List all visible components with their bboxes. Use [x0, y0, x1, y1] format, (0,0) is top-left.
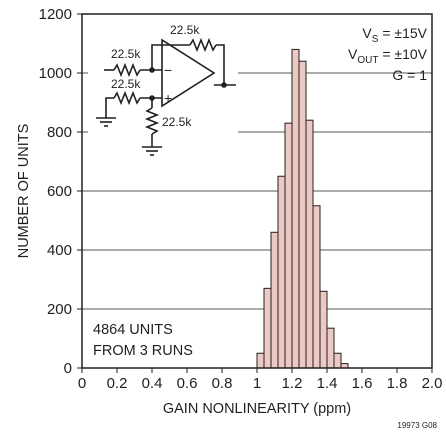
histogram-bar-9: [319, 290, 328, 369]
histogram-bar-7: [305, 119, 314, 369]
y-tick-label: 600: [47, 183, 72, 200]
x-tick-labels: 0 0.2 0.4 0.6 0.8 1 1.2 1.4 1.6 1.8 2.0: [78, 368, 443, 392]
y-tick-label: 200: [47, 301, 72, 318]
histogram-bar-0: [256, 352, 265, 369]
x-tick-label: 0.4: [142, 375, 163, 392]
circuit-schematic: [88, 20, 238, 160]
x-tick-label: 0: [78, 375, 86, 392]
ground-symbol-left: [96, 117, 116, 127]
histogram-bar-4: [284, 122, 293, 369]
x-tick-label: 1.2: [282, 375, 303, 392]
ground-resistor: [144, 107, 160, 135]
y-axis-label: NUMBER OF UNITS: [16, 124, 32, 259]
inverting-resistor-label: 22.5k: [111, 47, 141, 61]
x-tick-label: 1.6: [352, 375, 373, 392]
x-tick-label: 0.2: [107, 375, 128, 392]
y-tick-label: 1200: [39, 6, 72, 23]
feedback-resistor-label: 22.5k: [170, 23, 200, 37]
input-resistor-noninverting: [113, 90, 141, 106]
x-tick-label: 0.8: [212, 375, 233, 392]
ground-resistor-label: 22.5k: [162, 115, 192, 129]
x-axis-label: GAIN NONLINEARITY (ppm): [163, 401, 351, 417]
histogram-bars: [256, 48, 349, 369]
gain-condition: G = 1: [392, 67, 427, 83]
unit-count-annotation: 4864 UNITS FROM 3 RUNS: [93, 322, 193, 359]
vs-condition: VS = ±15V: [362, 25, 427, 45]
test-conditions: VS = ±15V VOUT = ±10V G = 1: [348, 25, 428, 83]
schematic-labels: 22.5k 22.5k 22.5k 22.5k − +: [111, 23, 200, 129]
histogram-bar-6: [298, 60, 307, 369]
histogram-bar-5: [291, 48, 300, 369]
noninverting-resistor-label: 22.5k: [111, 77, 141, 91]
y-tick-label: 0: [64, 360, 72, 377]
y-tick-label: 800: [47, 124, 72, 141]
y-tick-labels: 0 200 400 600 800 1000 1200: [39, 6, 82, 377]
x-tick-label: 2.0: [422, 375, 443, 392]
input-resistor-inverting: [113, 62, 141, 78]
histogram-bar-10: [326, 327, 335, 369]
feedback-resistor: [189, 37, 217, 53]
x-tick-label: 1: [253, 375, 261, 392]
noninverting-input-sign: +: [164, 90, 172, 106]
x-tick-label: 1.8: [387, 375, 408, 392]
histogram-bar-1: [263, 287, 272, 369]
vout-condition: VOUT = ±10V: [348, 46, 428, 66]
x-tick-label: 0.6: [177, 375, 198, 392]
histogram-bar-3: [277, 175, 286, 369]
annotation-line-2: FROM 3 RUNS: [93, 343, 193, 359]
inverting-input-sign: −: [164, 62, 172, 78]
ground-symbol-bottom: [142, 146, 162, 156]
annotation-line-1: 4864 UNITS: [93, 322, 173, 338]
op-amp-symbol: [161, 38, 216, 108]
x-tick-label: 1.4: [317, 375, 338, 392]
figure-id: 19973 G08: [397, 421, 437, 430]
histogram-bar-2: [270, 231, 279, 369]
y-tick-label: 400: [47, 242, 72, 259]
y-tick-label: 1000: [39, 65, 72, 82]
histogram-bar-11: [333, 352, 342, 369]
histogram-bar-8: [312, 205, 321, 369]
